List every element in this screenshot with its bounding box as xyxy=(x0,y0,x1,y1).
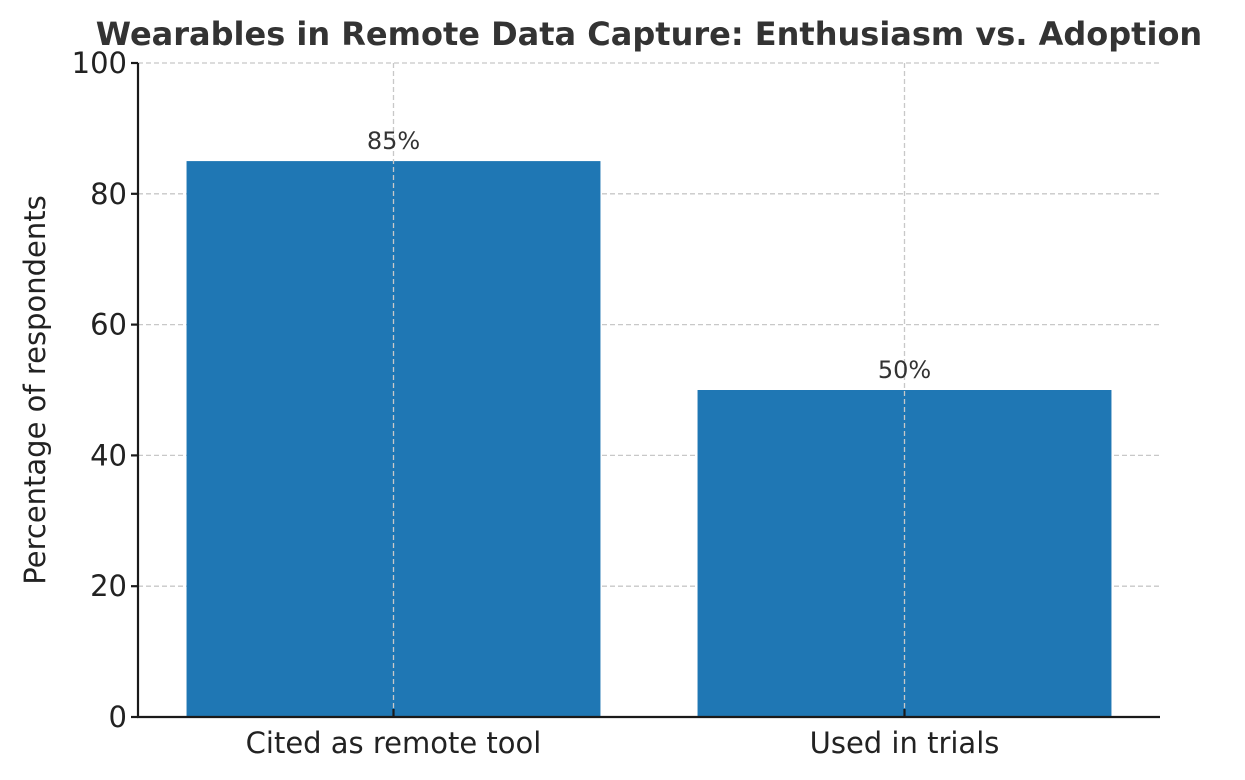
y-axis-label: Percentage of respondents xyxy=(18,195,52,584)
y-tick-label: 40 xyxy=(90,438,127,472)
axes xyxy=(136,63,1160,719)
chart-title: Wearables in Remote Data Capture: Enthus… xyxy=(96,15,1202,53)
y-tick-label: 60 xyxy=(90,308,127,342)
y-tick-label: 20 xyxy=(90,569,127,603)
bar-value-label: 85% xyxy=(367,127,420,155)
x-tick-label: Cited as remote tool xyxy=(246,726,542,760)
y-tick-label: 80 xyxy=(90,177,127,211)
y-ticks: 0 20 40 60 80 100 xyxy=(72,46,138,734)
data-labels: 85% 50% xyxy=(367,127,931,384)
bars xyxy=(186,161,1112,718)
y-tick-label: 100 xyxy=(72,46,127,80)
x-tick-label: Used in trials xyxy=(810,726,1000,760)
bar-value-label: 50% xyxy=(878,356,931,384)
y-tick-label: 0 xyxy=(109,700,127,734)
x-ticks: Cited as remote tool Used in trials xyxy=(246,709,1000,760)
